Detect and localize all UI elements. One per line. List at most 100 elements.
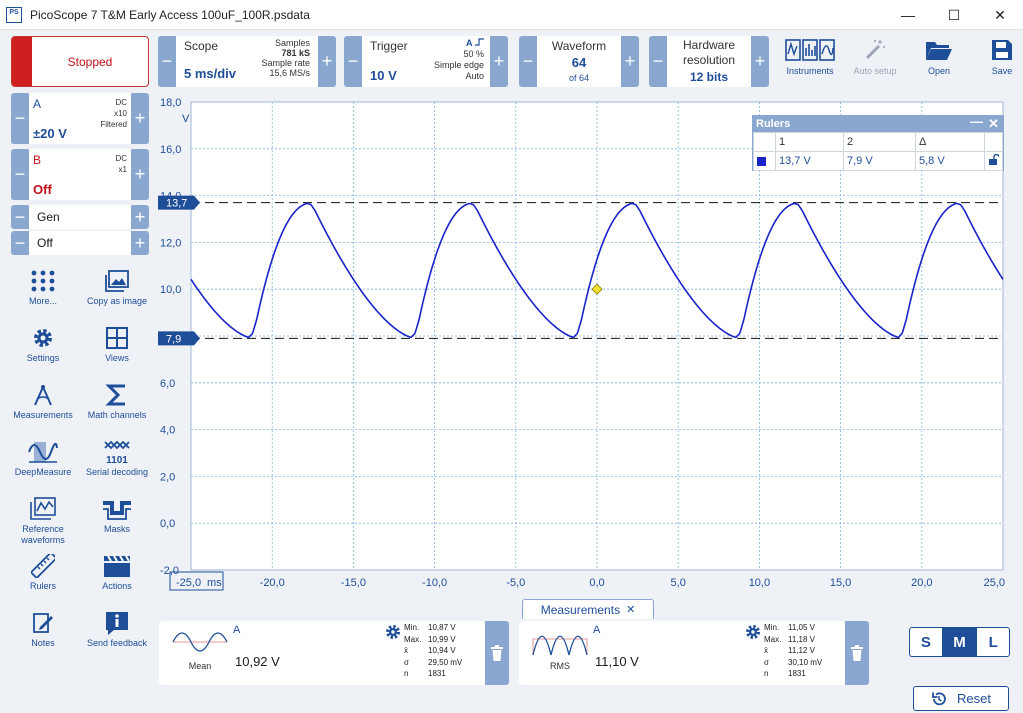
x-tick-label: 0,0: [589, 577, 604, 589]
save-button[interactable]: Save: [973, 36, 1023, 84]
views-button[interactable]: Views: [80, 323, 154, 364]
notes-label: Notes: [31, 638, 55, 648]
rulers-panel: Rulers — ✕ 1 2 Δ 13,7 V 7,9 V 5,8 V: [752, 114, 1004, 171]
math-channels-label: Math channels: [87, 410, 147, 420]
send-feedback-button[interactable]: Send feedback: [80, 608, 154, 649]
channel-a-filter: Filtered: [100, 120, 127, 129]
history-icon: [932, 691, 946, 705]
trigger-increase-button[interactable]: +: [490, 36, 508, 87]
scope-control: − Scope 5 ms/div Samples 781 kS Sample r…: [158, 36, 336, 87]
reference-icon: [6, 494, 80, 524]
gen-decrease-button[interactable]: −: [11, 205, 29, 229]
measurement-rms-channel: A: [593, 624, 601, 636]
x-tick-label: -5,0: [506, 577, 525, 589]
resolution-decrease-button[interactable]: −: [649, 36, 667, 87]
channel-a-range[interactable]: ±20 V: [33, 126, 67, 141]
timebase-increase-button[interactable]: +: [318, 36, 336, 87]
minimize-button[interactable]: —: [901, 7, 915, 23]
rulers-close-icon[interactable]: ✕: [988, 116, 999, 131]
delete-measurement-button[interactable]: [845, 621, 869, 685]
math-channels-button[interactable]: Math channels: [80, 380, 154, 421]
rulers-button[interactable]: Rulers: [6, 551, 80, 592]
auto-setup-button[interactable]: Auto setup: [846, 36, 904, 84]
trigger-label: Trigger: [370, 39, 408, 53]
gen-state-increase-button[interactable]: +: [131, 231, 149, 255]
settings-button[interactable]: Settings: [6, 323, 80, 364]
y-tick-label: 4,0: [160, 425, 175, 437]
trash-icon: [491, 645, 503, 661]
settings-label: Settings: [26, 353, 60, 363]
measurement-card-rms[interactable]: A RMS 11,10 V Min. 11,05 V Max. 11,18 V x̄…: [519, 621, 869, 685]
channel-a-increase-button[interactable]: +: [131, 93, 149, 144]
channel-a-decrease-button[interactable]: −: [11, 93, 29, 144]
measurement-rms-name: RMS: [550, 661, 570, 671]
ruler-label: 7,9: [166, 333, 181, 345]
mean-stat-mean: 10,94 V: [428, 646, 456, 655]
x-tick-label: 15,0: [830, 577, 851, 589]
open-button[interactable]: Open: [910, 36, 968, 84]
measurements-tab[interactable]: Measurements ✕: [522, 599, 654, 619]
size-medium-button[interactable]: M: [942, 627, 977, 657]
measurements-button[interactable]: Measurements: [6, 380, 80, 421]
deepmeasure-button[interactable]: DeepMeasure: [6, 437, 80, 478]
rulers-panel-title: Rulers: [756, 118, 791, 130]
x-unit-label: ms: [207, 577, 222, 589]
waveform-next-button[interactable]: +: [621, 36, 639, 87]
measurement-settings-gear-icon[interactable]: [385, 624, 401, 640]
size-small-button[interactable]: S: [909, 627, 943, 657]
waveform-previous-button[interactable]: −: [519, 36, 537, 87]
clapper-icon: [80, 551, 154, 581]
size-large-button[interactable]: L: [976, 627, 1011, 657]
gen-increase-button[interactable]: +: [131, 205, 149, 229]
resolution-value[interactable]: 12 bits: [689, 70, 728, 84]
trigger-decrease-button[interactable]: −: [344, 36, 362, 87]
gen-state[interactable]: Off: [37, 236, 53, 250]
ruler-icon: [6, 551, 80, 581]
delete-measurement-button[interactable]: [485, 621, 509, 685]
channel-a-probe: x10: [114, 109, 127, 118]
gen-state-decrease-button[interactable]: −: [11, 231, 29, 255]
channel-b-name: B: [33, 153, 42, 167]
reference-waveforms-button[interactable]: Reference waveforms: [6, 494, 80, 546]
resolution-increase-button[interactable]: +: [751, 36, 769, 87]
waveform-trace-a: [190, 202, 1004, 339]
sample-rate-label: Sample rate: [261, 58, 310, 68]
channel-b-increase-button[interactable]: +: [131, 149, 149, 200]
save-label: Save: [991, 66, 1013, 76]
notes-icon: [6, 608, 80, 638]
close-icon[interactable]: ✕: [626, 604, 636, 616]
measurement-settings-gear-icon[interactable]: [745, 624, 761, 640]
scope-plot[interactable]: 18,016,014,012,010,08,06,04,02,00,0-2,0V…: [158, 93, 1023, 593]
waveform-chart[interactable]: 18,016,014,012,010,08,06,04,02,00,0-2,0V…: [158, 93, 1023, 593]
instruments-button[interactable]: Instruments: [781, 36, 839, 84]
unlock-icon[interactable]: [984, 151, 1003, 171]
serial-decoding-button[interactable]: 1101 Serial decoding: [80, 437, 154, 478]
serial-icon: 1101: [80, 437, 154, 467]
timebase-value[interactable]: 5 ms/div: [184, 66, 237, 81]
rulers-minimize-icon[interactable]: —: [970, 114, 983, 129]
x-offset-box: [169, 571, 224, 591]
scope-label: Scope: [184, 39, 219, 53]
trigger-type: Simple edge: [433, 60, 484, 70]
reset-button[interactable]: Reset: [913, 686, 1009, 711]
timebase-decrease-button[interactable]: −: [158, 36, 176, 87]
channel-b-range[interactable]: Off: [33, 182, 52, 197]
channel-b-decrease-button[interactable]: −: [11, 149, 29, 200]
waveform-current[interactable]: 64: [571, 55, 587, 70]
maximize-button[interactable]: ☐: [947, 6, 961, 23]
channel-a-name: A: [33, 97, 42, 111]
copy-as-image-button[interactable]: Copy as image: [80, 266, 154, 307]
measurement-card-mean[interactable]: A Mean 10,92 V Min. 10,87 V Max. 10,99 V x…: [159, 621, 509, 685]
waveform-control: − Waveform 64 of 64 +: [519, 36, 639, 87]
folder-icon: [910, 36, 968, 64]
run-stop-button[interactable]: Stopped: [11, 36, 149, 87]
resolution-label-1: Hardware: [682, 38, 736, 52]
masks-button[interactable]: Masks: [80, 494, 154, 535]
trigger-level-value[interactable]: 10 V: [370, 68, 397, 83]
waveform-label: Waveform: [551, 39, 607, 53]
more-button[interactable]: More...: [6, 266, 80, 307]
sigma-icon: [80, 380, 154, 410]
actions-button[interactable]: Actions: [80, 551, 154, 592]
notes-button[interactable]: Notes: [6, 608, 80, 649]
close-button[interactable]: ✕: [994, 6, 1006, 23]
